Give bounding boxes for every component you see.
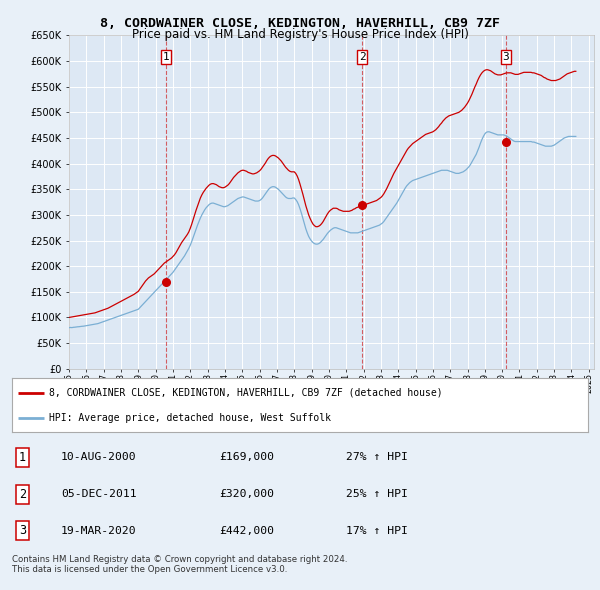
Text: 8, CORDWAINER CLOSE, KEDINGTON, HAVERHILL, CB9 7ZF: 8, CORDWAINER CLOSE, KEDINGTON, HAVERHIL… <box>100 17 500 30</box>
Text: £320,000: £320,000 <box>220 489 274 499</box>
Text: 3: 3 <box>502 52 509 62</box>
Text: 1: 1 <box>163 52 169 62</box>
Text: 25% ↑ HPI: 25% ↑ HPI <box>346 489 408 499</box>
Text: HPI: Average price, detached house, West Suffolk: HPI: Average price, detached house, West… <box>49 413 331 423</box>
Text: 3: 3 <box>19 525 26 537</box>
Text: 8, CORDWAINER CLOSE, KEDINGTON, HAVERHILL, CB9 7ZF (detached house): 8, CORDWAINER CLOSE, KEDINGTON, HAVERHIL… <box>49 388 443 398</box>
Text: 05-DEC-2011: 05-DEC-2011 <box>61 489 137 499</box>
Text: 1: 1 <box>19 451 26 464</box>
Text: £442,000: £442,000 <box>220 526 274 536</box>
Text: 27% ↑ HPI: 27% ↑ HPI <box>346 453 408 463</box>
Text: 2: 2 <box>19 487 26 501</box>
Text: Price paid vs. HM Land Registry's House Price Index (HPI): Price paid vs. HM Land Registry's House … <box>131 28 469 41</box>
Text: Contains HM Land Registry data © Crown copyright and database right 2024.
This d: Contains HM Land Registry data © Crown c… <box>12 555 347 574</box>
Text: £169,000: £169,000 <box>220 453 274 463</box>
Text: 17% ↑ HPI: 17% ↑ HPI <box>346 526 408 536</box>
Text: 10-AUG-2000: 10-AUG-2000 <box>61 453 137 463</box>
Text: 19-MAR-2020: 19-MAR-2020 <box>61 526 137 536</box>
Text: 2: 2 <box>359 52 365 62</box>
